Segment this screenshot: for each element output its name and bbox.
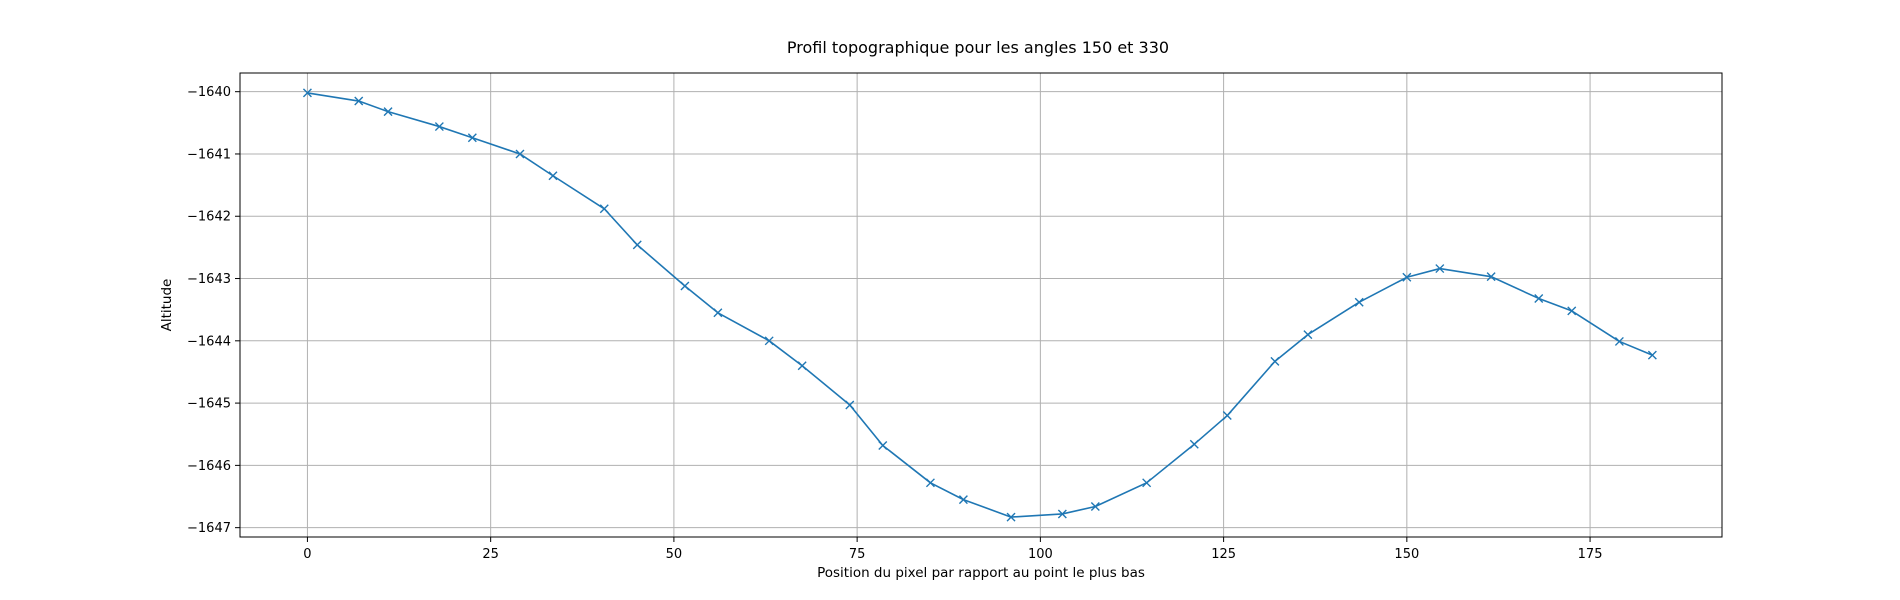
y-tick-label: −1640	[187, 85, 231, 100]
y-tick-label: −1647	[187, 521, 231, 536]
x-tick-label: 150	[1394, 547, 1419, 562]
y-axis-label: Altitude	[159, 279, 175, 332]
data-point-marker	[599, 204, 609, 214]
y-tick-label: −1645	[187, 397, 231, 412]
data-point-marker	[434, 122, 444, 132]
data-point-marker	[467, 133, 477, 143]
y-tick-label: −1644	[187, 334, 231, 349]
data-point-marker	[713, 308, 723, 318]
x-tick-label: 125	[1211, 547, 1236, 562]
data-point-marker	[1303, 330, 1313, 340]
data-point-marker	[925, 478, 935, 488]
x-tick-label: 50	[666, 547, 683, 562]
y-tick-label: −1646	[187, 459, 231, 474]
data-point-marker	[797, 361, 807, 371]
data-point-marker	[958, 495, 968, 505]
x-tick-label: 100	[1028, 547, 1053, 562]
x-axis-label: Position du pixel par rapport au point l…	[817, 565, 1145, 581]
data-point-marker	[1057, 509, 1067, 519]
data-point-marker	[354, 96, 364, 106]
data-point-marker	[1486, 272, 1496, 282]
data-point-marker	[1435, 264, 1445, 274]
plot-frame	[239, 72, 1723, 538]
data-point-marker	[383, 107, 393, 117]
data-point-marker	[878, 440, 888, 450]
y-tick-label: −1643	[187, 272, 231, 287]
data-point-marker	[680, 281, 690, 291]
y-tick-label: −1641	[187, 147, 231, 162]
data-point-marker	[764, 336, 774, 346]
data-point-marker	[1270, 356, 1280, 366]
data-point-marker	[1090, 501, 1100, 511]
data-point-marker	[1222, 411, 1232, 421]
data-point-marker	[1647, 350, 1657, 360]
data-point-marker	[1567, 306, 1577, 316]
data-point-marker	[548, 171, 558, 181]
y-tick-label: −1642	[187, 210, 231, 225]
data-point-marker	[302, 88, 312, 98]
data-point-marker	[1614, 336, 1624, 346]
data-point-marker	[1189, 439, 1199, 449]
x-tick-label: 25	[482, 547, 499, 562]
grid	[240, 73, 1722, 537]
data-point-marker	[515, 149, 525, 159]
data-point-marker	[1006, 512, 1016, 522]
data-series	[302, 88, 1657, 522]
x-axis: 0 25 50 75 100 125 150 175	[303, 537, 1602, 562]
data-point-marker	[1142, 478, 1152, 488]
chart-title: Profil topographique pour les angles 150…	[787, 38, 1169, 57]
data-point-marker	[632, 240, 642, 250]
x-tick-label: 175	[1578, 547, 1603, 562]
data-point-marker	[1534, 293, 1544, 303]
data-point-marker	[845, 400, 855, 410]
data-point-marker	[1354, 297, 1364, 307]
x-tick-label: 75	[849, 547, 866, 562]
x-tick-label: 0	[303, 547, 311, 562]
data-point-marker	[1402, 272, 1412, 282]
y-axis: −1640 −1641 −1642 −1643 −1644 −1645 −1646 −1647	[187, 85, 240, 536]
